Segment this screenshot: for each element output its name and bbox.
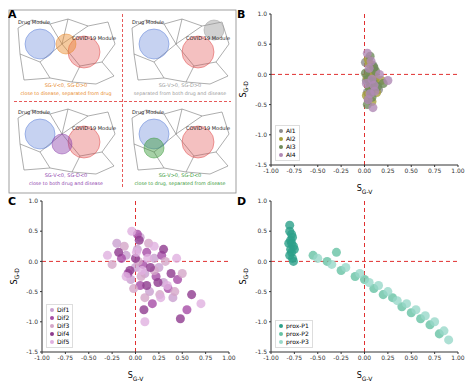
html-text:D: D — [237, 195, 247, 208]
html-text:A: A — [8, 8, 17, 21]
svg-text:SG-V>0, SG-D>0: SG-V>0, SG-D>0 — [159, 82, 202, 88]
svg-text:-1.00: -1.00 — [263, 354, 279, 361]
svg-text:-0.5: -0.5 — [255, 288, 267, 295]
html-text:prox-P1: prox-P1 — [286, 322, 309, 329]
html-text:AI3: AI3 — [286, 143, 296, 150]
html-text:SG-V: SG-V — [127, 371, 144, 382]
html-text:S: S — [9, 279, 19, 285]
svg-text:-1.5: -1.5 — [255, 161, 267, 168]
svg-text:-0.50: -0.50 — [310, 354, 326, 361]
svg-text:separated from both drug and d: separated from both drug and disease — [134, 91, 226, 96]
svg-text:Drug Module: Drug Module — [18, 109, 50, 116]
html-text:AI2: AI2 — [286, 135, 296, 142]
html-text:G-D: G-D — [13, 267, 21, 279]
svg-text:-1.0: -1.0 — [255, 131, 267, 138]
svg-text:SG-V>0, SG-D<0: SG-V>0, SG-D<0 — [159, 172, 202, 178]
svg-text:Drug Module: Drug Module — [18, 19, 50, 26]
svg-text:0.50: 0.50 — [176, 354, 190, 361]
html-text:SG-V: SG-V — [356, 371, 373, 382]
svg-text:Drug Module: Drug Module — [132, 19, 164, 26]
html-text:Dif5: Dif5 — [57, 338, 70, 345]
svg-text:-1.0: -1.0 — [26, 318, 38, 325]
svg-text:-0.5: -0.5 — [26, 288, 38, 295]
svg-text:SG-V<0, SG-D>0: SG-V<0, SG-D>0 — [45, 82, 88, 88]
svg-text:1.0: 1.0 — [257, 10, 267, 17]
svg-text:1.0: 1.0 — [257, 197, 267, 204]
svg-text:Drug Module: Drug Module — [132, 109, 164, 116]
svg-text:0.00: 0.00 — [358, 167, 372, 174]
svg-text:COVID-19 Module: COVID-19 Module — [72, 35, 116, 41]
svg-text:-0.25: -0.25 — [333, 354, 349, 361]
svg-text:-1.5: -1.5 — [255, 348, 267, 355]
svg-text:close to disease, separated fr: close to disease, separated from drug — [20, 91, 111, 96]
svg-text:0.0: 0.0 — [257, 258, 267, 265]
svg-text:0.50: 0.50 — [405, 354, 419, 361]
html-text:Dif4: Dif4 — [57, 330, 70, 337]
svg-text:0.5: 0.5 — [257, 227, 267, 234]
html-text:Dif3: Dif3 — [57, 322, 70, 329]
svg-text:1.0: 1.0 — [28, 197, 38, 204]
svg-text:0.25: 0.25 — [381, 354, 395, 361]
svg-text:0.75: 0.75 — [199, 354, 213, 361]
html-text:AI4: AI4 — [286, 151, 296, 158]
html-text:G-D: G-D — [242, 80, 250, 92]
svg-text:-1.00: -1.00 — [263, 167, 279, 174]
svg-text:0.50: 0.50 — [405, 167, 419, 174]
html-text:G-D: G-D — [242, 267, 250, 279]
html-text:C: C — [8, 195, 17, 208]
html-text:prox-P3: prox-P3 — [286, 338, 309, 345]
svg-text:0.00: 0.00 — [358, 354, 372, 361]
html-text:SG-V: SG-V — [356, 184, 373, 195]
svg-text:-0.50: -0.50 — [310, 167, 326, 174]
svg-text:close to drug, separated from: close to drug, separated from disease — [134, 181, 225, 186]
html-text:Dif1: Dif1 — [57, 306, 70, 313]
svg-text:-0.75: -0.75 — [58, 354, 74, 361]
svg-text:0.75: 0.75 — [428, 354, 442, 361]
svg-text:-1.5: -1.5 — [26, 348, 38, 355]
svg-text:0.0: 0.0 — [257, 71, 267, 78]
svg-text:close to both drug and disease: close to both drug and disease — [29, 181, 103, 186]
svg-text:-0.75: -0.75 — [287, 354, 303, 361]
svg-text:0.75: 0.75 — [428, 167, 442, 174]
html-text:AI1: AI1 — [286, 127, 296, 134]
html-text:B: B — [237, 8, 246, 21]
html-text:prox-P2: prox-P2 — [286, 330, 309, 337]
svg-text:1.00: 1.00 — [451, 167, 465, 174]
svg-text:-1.00: -1.00 — [34, 354, 50, 361]
svg-text:0.0: 0.0 — [28, 258, 38, 265]
svg-text:1.00: 1.00 — [222, 354, 236, 361]
svg-text:0.00: 0.00 — [129, 354, 143, 361]
svg-text:0.25: 0.25 — [152, 354, 166, 361]
svg-text:1.00: 1.00 — [451, 354, 465, 361]
svg-text:COVID-19 Module: COVID-19 Module — [72, 125, 116, 131]
svg-text:-0.25: -0.25 — [333, 167, 349, 174]
html-text:Dif2: Dif2 — [57, 314, 70, 321]
svg-text:0.25: 0.25 — [381, 167, 395, 174]
svg-text:-0.5: -0.5 — [255, 101, 267, 108]
svg-text:COVID-19 Module: COVID-19 Module — [186, 35, 230, 41]
svg-text:-1.0: -1.0 — [255, 318, 267, 325]
html-text:S: S — [238, 92, 248, 98]
svg-text:0.5: 0.5 — [28, 227, 38, 234]
svg-text:COVID-19 Module: COVID-19 Module — [186, 125, 230, 131]
svg-text:-0.75: -0.75 — [287, 167, 303, 174]
svg-text:SG-V<0, SG-D<0: SG-V<0, SG-D<0 — [45, 172, 88, 178]
html-text:S: S — [238, 279, 248, 285]
svg-text:0.5: 0.5 — [257, 40, 267, 47]
svg-text:-0.25: -0.25 — [104, 354, 120, 361]
svg-text:-0.50: -0.50 — [81, 354, 97, 361]
